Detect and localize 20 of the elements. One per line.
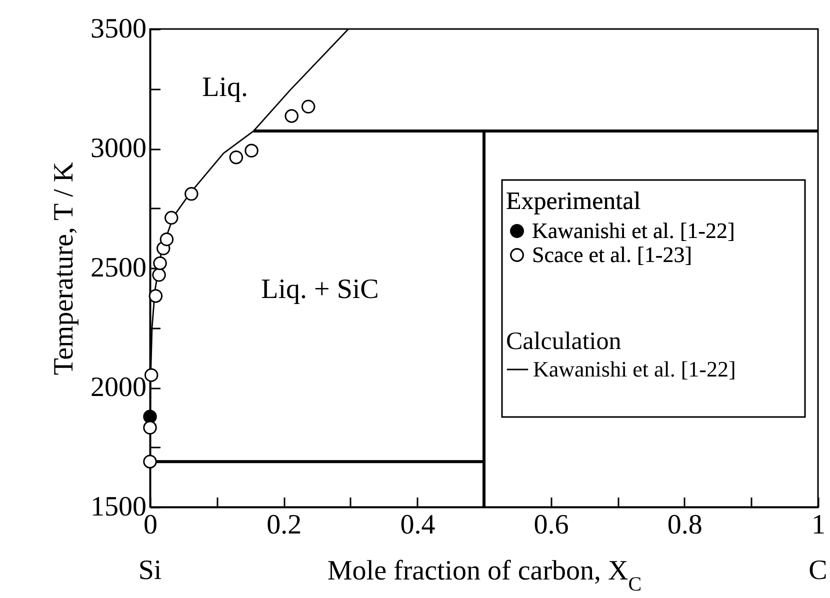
x-tick-label: 0.4 <box>400 510 436 540</box>
legend-label: Scace et al. [1-23] <box>532 242 692 267</box>
legend-title: Experimental <box>506 188 641 215</box>
y-tick-label: 3500 <box>90 14 146 44</box>
legend-label: Kawanishi et al. [1-22] <box>533 356 736 382</box>
annotation: Liq. + SiC <box>261 274 379 305</box>
legend-label: Kawanishi et al. [1-22] <box>532 218 735 243</box>
text: Si <box>138 555 162 586</box>
x-tick-label: 1 <box>812 510 826 540</box>
x-tick-label: 0.2 <box>266 510 302 540</box>
annotation: Calculation <box>506 328 622 355</box>
x-tick-label: 0.6 <box>534 510 569 540</box>
x-tick-label: 0.8 <box>667 510 702 540</box>
y-axis-title: Temperature, T / K <box>48 162 80 376</box>
text: C <box>808 555 828 586</box>
y-tick-label: 2500 <box>90 252 146 284</box>
y-tick-label: 3000 <box>90 133 146 164</box>
y-tick-label: 2000 <box>90 372 146 403</box>
annotation: Liq. <box>202 72 248 103</box>
x-axis-title: Mole fraction of carbon, X$_{C}$ <box>327 556 642 596</box>
